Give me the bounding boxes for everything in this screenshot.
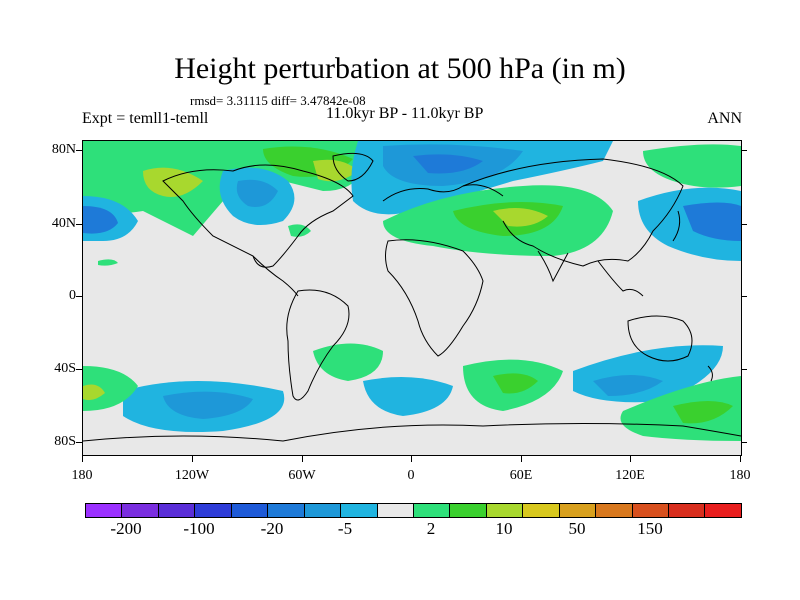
coast-greenland [332, 152, 374, 182]
contour-eurasia-blue-3 [413, 154, 483, 174]
colorbar-swatch [450, 504, 487, 517]
colorbar-label: -200 [110, 519, 142, 538]
contour-north-yellowgreen [143, 167, 203, 197]
plot-title: Height perturbation at 500 hPa (in m) [174, 52, 626, 85]
contour-south-green-mid [313, 343, 383, 381]
lon-tick [302, 455, 303, 462]
colorbar-swatch [486, 504, 524, 517]
coast-australia [627, 315, 693, 362]
season-label: ANN [707, 110, 742, 127]
coast-india [537, 250, 569, 283]
colorbar-swatch [413, 504, 451, 517]
coast-africa [385, 239, 484, 357]
lon-tick [411, 455, 412, 462]
colorbar-swatch [341, 504, 378, 517]
lon-label-60e: 60E [509, 468, 533, 483]
colorbar-swatch [195, 504, 232, 517]
colorbar-swatch [632, 504, 669, 517]
colorbar-label: 50 [568, 519, 586, 538]
coast-antarctica [83, 423, 741, 442]
lat-tick-right [741, 296, 747, 297]
colorbar-swatch [231, 504, 269, 517]
lat-label-80s: 80S [54, 434, 76, 449]
contour-south-blue-east-2 [593, 375, 663, 396]
lat-tick [76, 150, 82, 151]
contour-eurasia-yellow [493, 207, 548, 227]
colorbar-label: 10 [495, 519, 513, 538]
contour-south-green-far-east-2 [673, 401, 733, 424]
colorbar-swatch [86, 504, 123, 517]
lat-label-0: 0 [69, 288, 76, 303]
coast-central-america [252, 255, 299, 297]
lat-tick [76, 224, 82, 225]
lon-label-120w: 120W [174, 468, 210, 483]
lat-tick-right [741, 224, 747, 225]
coast-se-asia [597, 260, 644, 297]
contour-pacific-west-blue-2 [83, 206, 118, 234]
lat-tick [76, 296, 82, 297]
lon-tick [82, 455, 83, 462]
colorbar-swatch [304, 504, 342, 517]
lat-tick [76, 369, 82, 370]
lon-label-0: 0 [407, 468, 415, 483]
contour-namerica-blue-2 [236, 179, 278, 207]
contour-south-green-west [83, 366, 138, 411]
map-panel [82, 140, 742, 456]
coast-asia [462, 158, 684, 267]
colorbar-label: 150 [637, 519, 663, 538]
lon-tick [630, 455, 631, 462]
colorbar-swatch [122, 504, 159, 517]
coast-north-america [162, 164, 354, 268]
contour-south-blue-mid [363, 377, 453, 416]
contour-map [83, 141, 741, 455]
contour-small-green-2 [98, 259, 118, 266]
contour-south-green-east-2 [493, 373, 538, 394]
period-label: 11.0kyr BP - 11.0kyr BP [326, 105, 484, 122]
contour-south-blue-west-2 [163, 391, 253, 419]
colorbar [85, 503, 742, 518]
lon-tick [192, 455, 193, 462]
contour-east-blue-2 [683, 202, 741, 241]
coast-japan [672, 210, 681, 242]
colorbar-swatch [669, 504, 706, 517]
contour-south-yellow-west [83, 384, 105, 401]
colorbar-swatch [596, 504, 633, 517]
lon-tick [740, 455, 741, 462]
coast-south-america [286, 289, 350, 401]
contour-green-mid [313, 159, 358, 182]
colorbar-swatch [268, 504, 305, 517]
colorbar-label: 2 [426, 519, 436, 538]
colorbar-swatch [158, 504, 196, 517]
colorbar-label: -5 [337, 519, 353, 538]
lon-label-180e: 180 [729, 468, 751, 483]
colorbar-swatch [523, 504, 560, 517]
lon-tick [521, 455, 522, 462]
coast-europe [382, 184, 504, 202]
contour-east-green [643, 144, 741, 188]
colorbar-label: -20 [260, 519, 284, 538]
colorbar-swatch [559, 504, 597, 517]
lat-label-80n: 80N [51, 142, 76, 157]
stats-line: rmsd= 3.31115 diff= 3.47842e-08 [190, 93, 366, 108]
lat-tick-right [741, 150, 747, 151]
colorbar-label: -100 [183, 519, 215, 538]
experiment-label: Expt = temll1-temll [82, 110, 209, 127]
colorbar-swatch [705, 504, 741, 517]
lat-tick-right [741, 442, 747, 443]
lat-tick-right [741, 369, 747, 370]
lon-label-60w: 60W [288, 468, 316, 483]
lon-label-120e: 120E [615, 468, 645, 483]
colorbar-swatch [377, 504, 414, 517]
coast-new-zealand [707, 365, 713, 382]
coastlines [83, 152, 741, 442]
lat-tick [76, 442, 82, 443]
lat-label-40n: 40N [51, 216, 76, 231]
lat-label-40s: 40S [54, 361, 76, 376]
lon-label-180w: 180 [71, 468, 93, 483]
